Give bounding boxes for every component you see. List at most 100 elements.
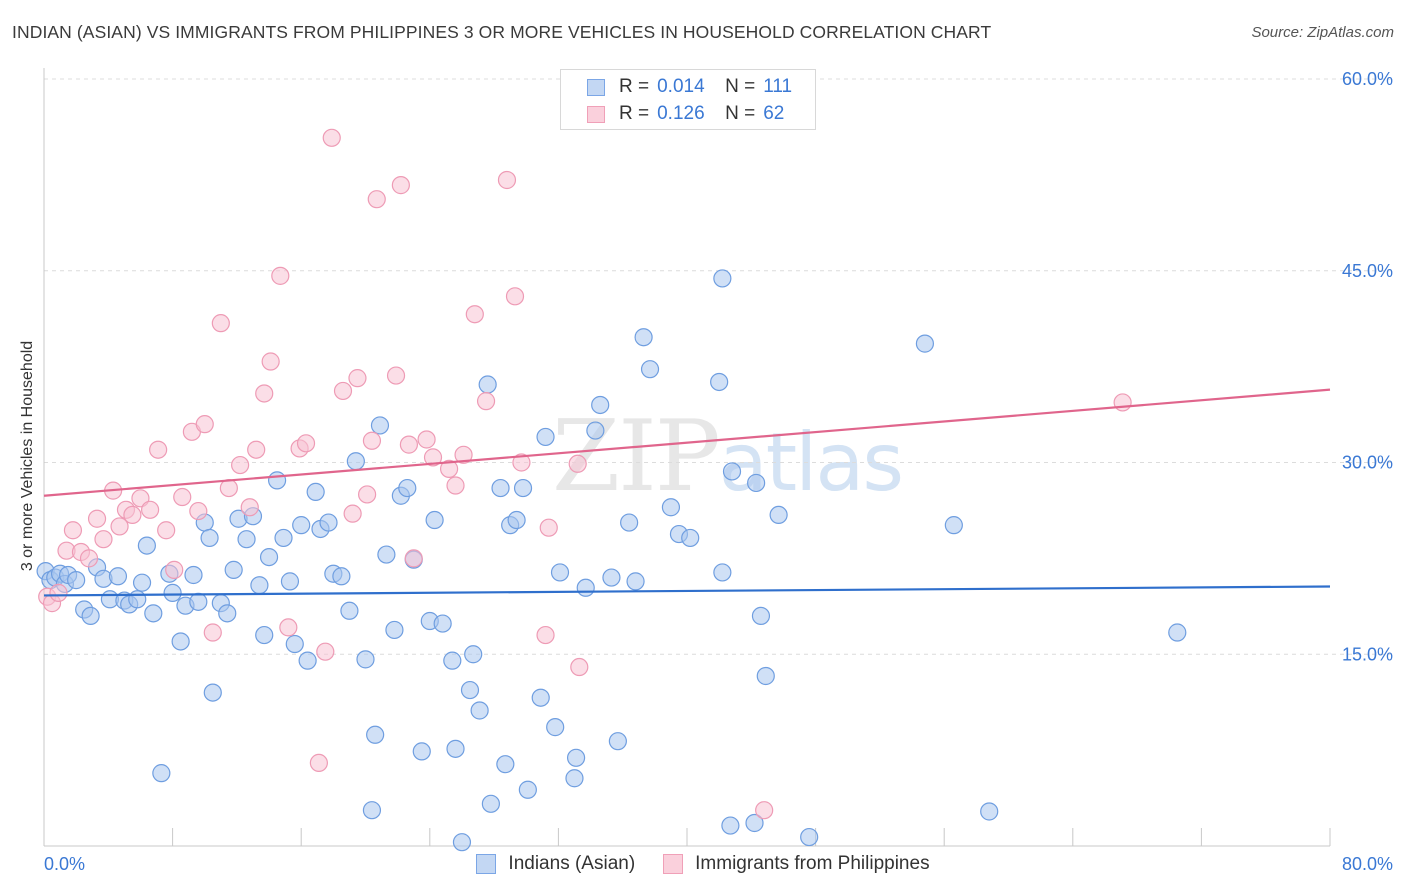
trend-line-indians (43, 585, 1331, 597)
series-legend: Indians (Asian) Immigrants from Philippi… (0, 852, 1406, 876)
data-point-indians (745, 813, 764, 833)
data-point-philippines (404, 549, 423, 568)
data-point-indians (713, 269, 732, 288)
data-point-philippines (539, 518, 558, 537)
legend-label-philippines: Immigrants from Philippines (695, 853, 930, 874)
chart-source: Source: ZipAtlas.com (1251, 24, 1394, 41)
data-point-philippines (439, 459, 459, 478)
data-point-indians (81, 606, 100, 626)
data-point-philippines (261, 352, 280, 371)
data-point-philippines (203, 623, 222, 642)
data-point-philippines (231, 455, 250, 475)
data-point-indians (478, 375, 497, 394)
data-point-indians (507, 510, 526, 530)
data-point-philippines (570, 657, 589, 677)
data-point-philippines (536, 625, 555, 645)
data-point-indians (144, 604, 163, 623)
data-point-indians (200, 528, 219, 548)
data-point-philippines (309, 753, 328, 773)
data-point-indians (425, 510, 444, 530)
data-point-philippines (49, 583, 68, 602)
data-point-indians (640, 360, 660, 379)
data-point-philippines (333, 381, 353, 401)
data-point-philippines (1113, 393, 1132, 412)
data-point-indians (128, 590, 147, 609)
legend-item-indians[interactable]: Indians (Asian) (476, 853, 635, 875)
data-point-indians (237, 530, 256, 549)
data-point-philippines (94, 530, 113, 549)
data-point-indians (280, 572, 300, 591)
data-point-indians (218, 604, 237, 623)
series-indians-asian (36, 269, 1187, 852)
data-point-indians (464, 645, 483, 664)
data-point-indians (362, 801, 382, 820)
data-point-indians (184, 565, 203, 585)
trend-line-philippines (43, 388, 1331, 497)
data-point-philippines (279, 618, 298, 637)
data-point-philippines (322, 128, 341, 147)
data-point-philippines (476, 392, 496, 411)
legend-label-indians: Indians (Asian) (508, 853, 636, 874)
data-point-indians (710, 372, 729, 392)
data-point-indians (67, 571, 86, 590)
data-point-philippines (149, 440, 168, 459)
legend-item-philippines[interactable]: Immigrants from Philippines (663, 853, 930, 875)
legend-r-label: R = (619, 76, 650, 97)
data-point-indians (171, 632, 190, 651)
data-point-indians (634, 328, 653, 347)
data-point-indians (443, 651, 462, 670)
data-point-philippines (316, 642, 335, 661)
x-tick-label: 80.0% (1342, 854, 1393, 874)
data-point-indians (722, 462, 742, 481)
data-point-philippines (271, 266, 290, 285)
data-point-indians (298, 651, 317, 670)
y-tick-label: 45.0% (1342, 261, 1393, 281)
legend-n-label: N = (725, 103, 756, 124)
data-point-indians (565, 769, 584, 788)
data-point-indians (747, 473, 766, 493)
legend-swatch-blue (587, 78, 605, 96)
data-point-indians (398, 478, 417, 498)
data-point-indians (108, 567, 128, 586)
data-point-philippines (240, 498, 259, 517)
data-point-indians (620, 513, 639, 532)
data-point-philippines (367, 190, 386, 209)
data-point-indians (1168, 623, 1187, 642)
data-point-philippines (296, 434, 316, 453)
data-point-indians (163, 583, 182, 602)
legend-swatch-pink (587, 105, 605, 123)
data-point-indians (452, 833, 472, 852)
series-immigrants-philippines (38, 128, 1132, 820)
x-tick-label: 0.0% (44, 854, 85, 874)
data-point-indians (460, 680, 480, 700)
data-point-philippines (755, 801, 774, 820)
y-tick-label: 30.0% (1342, 453, 1393, 473)
data-point-indians (513, 478, 533, 498)
data-point-indians (496, 755, 515, 774)
data-point-indians (319, 513, 338, 532)
data-point-indians (576, 578, 595, 597)
data-point-philippines (165, 560, 184, 579)
legend-swatch-pink (663, 854, 684, 874)
y-tick-label: 60.0% (1342, 69, 1393, 89)
correlation-legend: R = 0.014 N = 111 R = 0.126 N = 62 (560, 69, 816, 130)
data-point-indians (608, 732, 627, 751)
data-point-indians (980, 802, 999, 821)
data-point-philippines (505, 287, 525, 306)
data-point-indians (189, 592, 208, 611)
data-point-indians (224, 560, 243, 579)
data-point-indians (292, 516, 311, 535)
data-point-philippines (446, 476, 465, 495)
data-point-philippines (423, 448, 443, 467)
data-point-indians (385, 620, 404, 640)
data-point-indians (518, 780, 537, 799)
data-point-indians (944, 516, 963, 535)
data-point-indians (586, 421, 605, 440)
data-point-indians (255, 625, 274, 645)
data-point-philippines (63, 521, 83, 540)
legend-r-value: 0.014 (657, 76, 705, 97)
legend-r-label: R = (619, 103, 650, 124)
data-point-indians (546, 718, 565, 737)
data-point-indians (602, 568, 621, 587)
